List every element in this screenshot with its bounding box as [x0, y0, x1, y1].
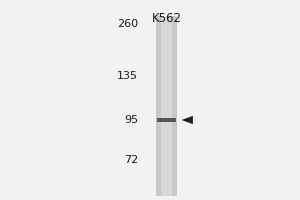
Polygon shape	[182, 116, 193, 124]
Bar	[156, 16, 177, 196]
Text: 72: 72	[124, 155, 138, 165]
Text: K562: K562	[152, 12, 182, 25]
Bar	[161, 16, 172, 196]
Text: 95: 95	[124, 115, 138, 125]
Text: 260: 260	[117, 19, 138, 29]
Bar	[157, 118, 176, 122]
Text: 135: 135	[117, 71, 138, 81]
